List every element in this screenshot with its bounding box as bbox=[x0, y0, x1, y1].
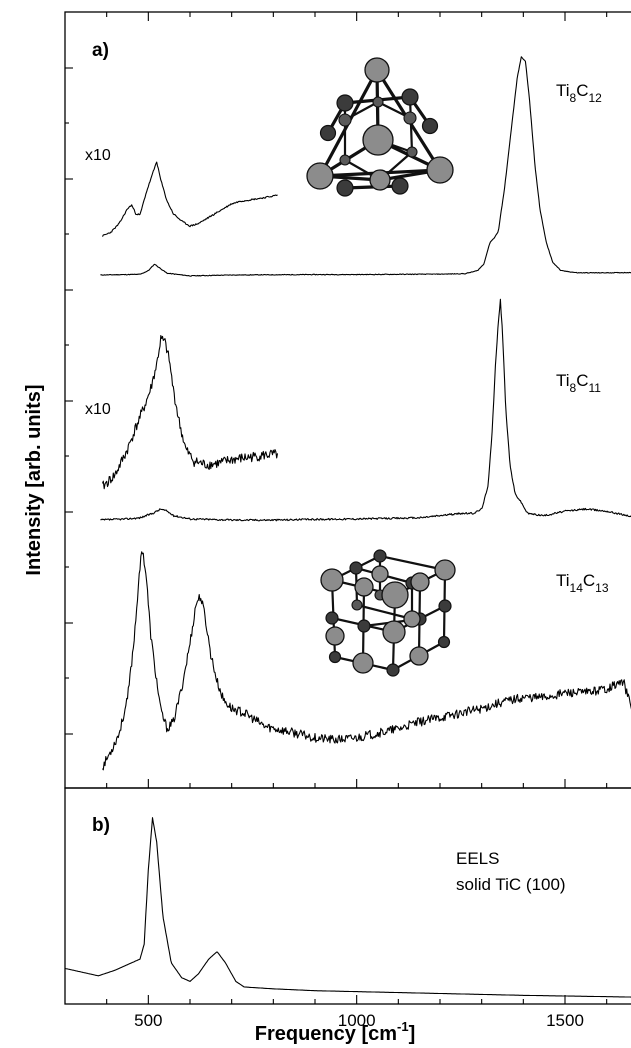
spectrum-ti8c12-x10 bbox=[103, 162, 278, 237]
spectrum-ti8c11-x10 bbox=[103, 336, 278, 489]
x-tick-label: 1500 bbox=[546, 1011, 584, 1030]
series-layer bbox=[65, 57, 631, 997]
panel-b-label: b) bbox=[92, 815, 110, 836]
spectrum-ti8c11 bbox=[100, 299, 631, 521]
x-ticks bbox=[107, 12, 607, 1004]
annotation-eels: EELS bbox=[456, 849, 499, 868]
y-axis-title: Intensity [arb. units] bbox=[23, 384, 45, 575]
panel-a-label: a) bbox=[92, 40, 109, 61]
panel-b-frame bbox=[65, 788, 631, 1004]
x-axis-title: Frequency [cm-1] bbox=[255, 1019, 416, 1045]
inset-scale-label-2: x10 bbox=[85, 401, 111, 418]
series-label-ti14c13: Ti14C13 bbox=[556, 571, 609, 595]
x-tick-label: 500 bbox=[134, 1011, 162, 1030]
spectrum-eels-tic bbox=[65, 818, 631, 998]
y-ticks bbox=[65, 68, 73, 734]
panel-a-frame bbox=[65, 12, 631, 788]
ti14c13-lattice-illustration bbox=[321, 550, 455, 676]
inset-scale-label-1: x10 bbox=[85, 147, 111, 164]
series-label-ti8c12: Ti8C12 bbox=[556, 81, 602, 105]
annotation-solid-tic: solid TiC (100) bbox=[456, 875, 566, 894]
series-label-ti8c11: Ti8C11 bbox=[556, 371, 601, 395]
ti8c12-cage-illustration bbox=[307, 58, 453, 196]
